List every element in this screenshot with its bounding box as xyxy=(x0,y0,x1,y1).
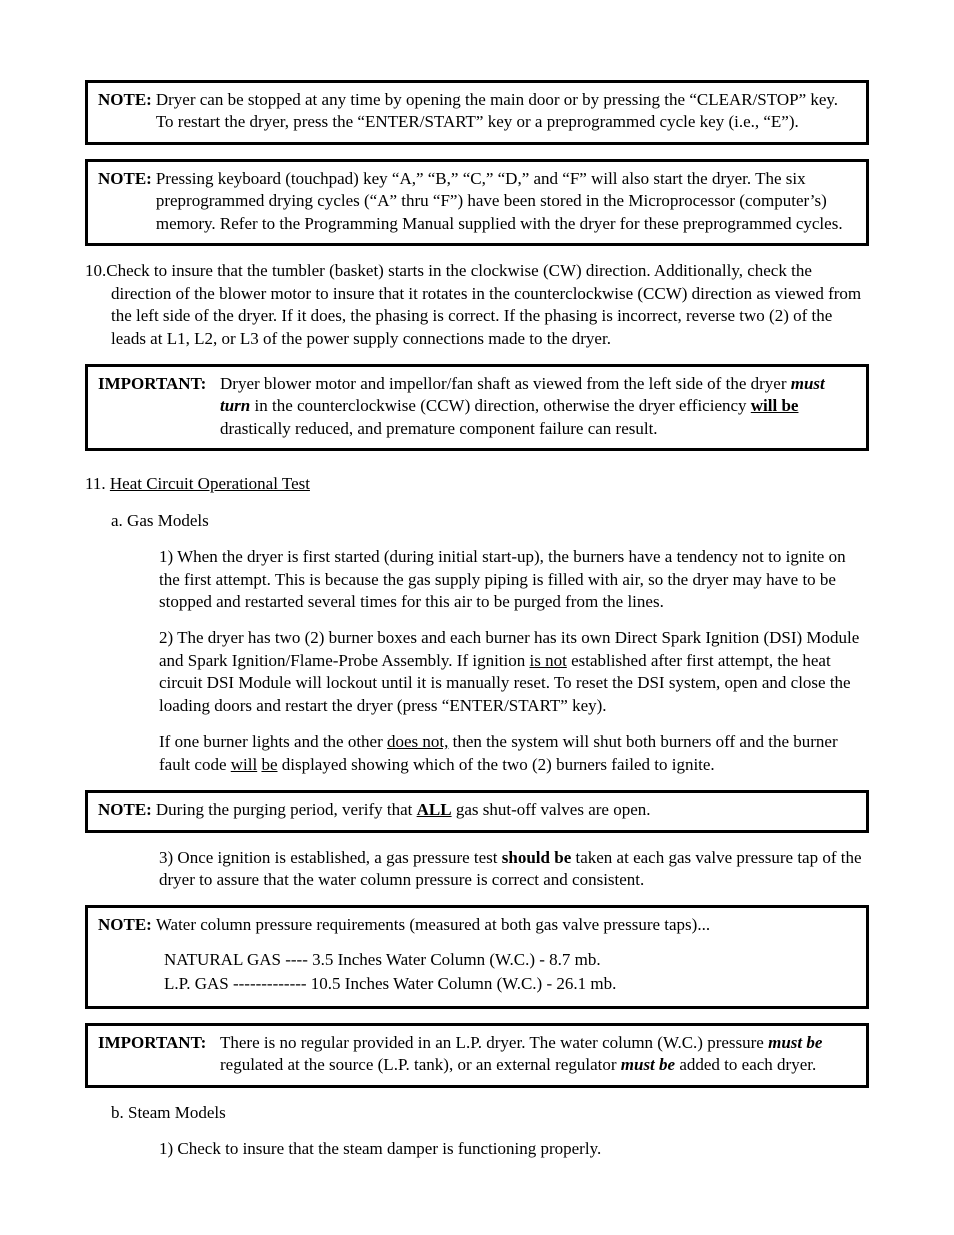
sub-item-a: a. Gas Models xyxy=(111,510,869,532)
note-label: NOTE: xyxy=(98,914,156,936)
note-label: NOTE: xyxy=(98,89,156,111)
pressure-values: NATURAL GAS ---- 3.5 Inches Water Column… xyxy=(98,949,856,996)
sub-item-b1: 1) Check to insure that the steam damper… xyxy=(133,1138,869,1160)
sub-label: Gas Models xyxy=(127,511,209,530)
note-box-2: NOTE: Pressing keyboard (touchpad) key “… xyxy=(85,159,869,246)
sub-letter: a. xyxy=(111,511,123,530)
important-text: Dryer blower motor and impellor/fan shaf… xyxy=(220,373,856,440)
item-number: 11. xyxy=(85,474,106,493)
note-text: Water column pressure requirements (meas… xyxy=(156,914,856,936)
note-label: NOTE: xyxy=(98,168,156,190)
note-text: Dryer can be stopped at any time by open… xyxy=(156,89,856,134)
list-item-10: 10.Check to insure that the tumbler (bas… xyxy=(85,260,869,350)
sub-item-a1: 1) When the dryer is first started (duri… xyxy=(133,546,869,613)
sub-number: 1) xyxy=(159,1139,173,1158)
note-text: Pressing keyboard (touchpad) key “A,” “B… xyxy=(156,168,856,235)
item-number: 10. xyxy=(85,261,106,280)
sub-label: Steam Models xyxy=(128,1103,226,1122)
note-text: During the purging period, verify that A… xyxy=(156,799,856,821)
important-label: IMPORTANT: xyxy=(98,1032,220,1054)
sub-item-a3: 3) Once ignition is established, a gas p… xyxy=(133,847,869,892)
note-box-1: NOTE: Dryer can be stopped at any time b… xyxy=(85,80,869,145)
important-label: IMPORTANT: xyxy=(98,373,220,395)
item-text: Check to insure that the tumbler (basket… xyxy=(106,261,861,347)
sub-number: 2) xyxy=(159,628,173,647)
sub-item-a2: 2) The dryer has two (2) burner boxes an… xyxy=(133,627,869,776)
note-box-3: NOTE: During the purging period, verify … xyxy=(85,790,869,832)
natural-gas-line: NATURAL GAS ---- 3.5 Inches Water Column… xyxy=(164,949,856,971)
lp-gas-line: L.P. GAS ------------- 10.5 Inches Water… xyxy=(164,973,856,995)
note-box-4: NOTE: Water column pressure requirements… xyxy=(85,905,869,1008)
sub-text: When the dryer is first started (during … xyxy=(159,547,846,611)
note-label: NOTE: xyxy=(98,799,156,821)
sub-number: 3) xyxy=(159,848,173,867)
important-box-1: IMPORTANT: Dryer blower motor and impell… xyxy=(85,364,869,451)
sub-item-b: b. Steam Models xyxy=(111,1102,869,1124)
sub-number: 1) xyxy=(159,547,173,566)
sub-letter: b. xyxy=(111,1103,124,1122)
sub-text: Check to insure that the steam damper is… xyxy=(177,1139,601,1158)
item-title: Heat Circuit Operational Test xyxy=(110,474,310,493)
list-item-11: 11. Heat Circuit Operational Test xyxy=(85,473,869,495)
important-text: There is no regular provided in an L.P. … xyxy=(220,1032,856,1077)
important-box-2: IMPORTANT: There is no regular provided … xyxy=(85,1023,869,1088)
page: NOTE: Dryer can be stopped at any time b… xyxy=(0,0,954,1235)
